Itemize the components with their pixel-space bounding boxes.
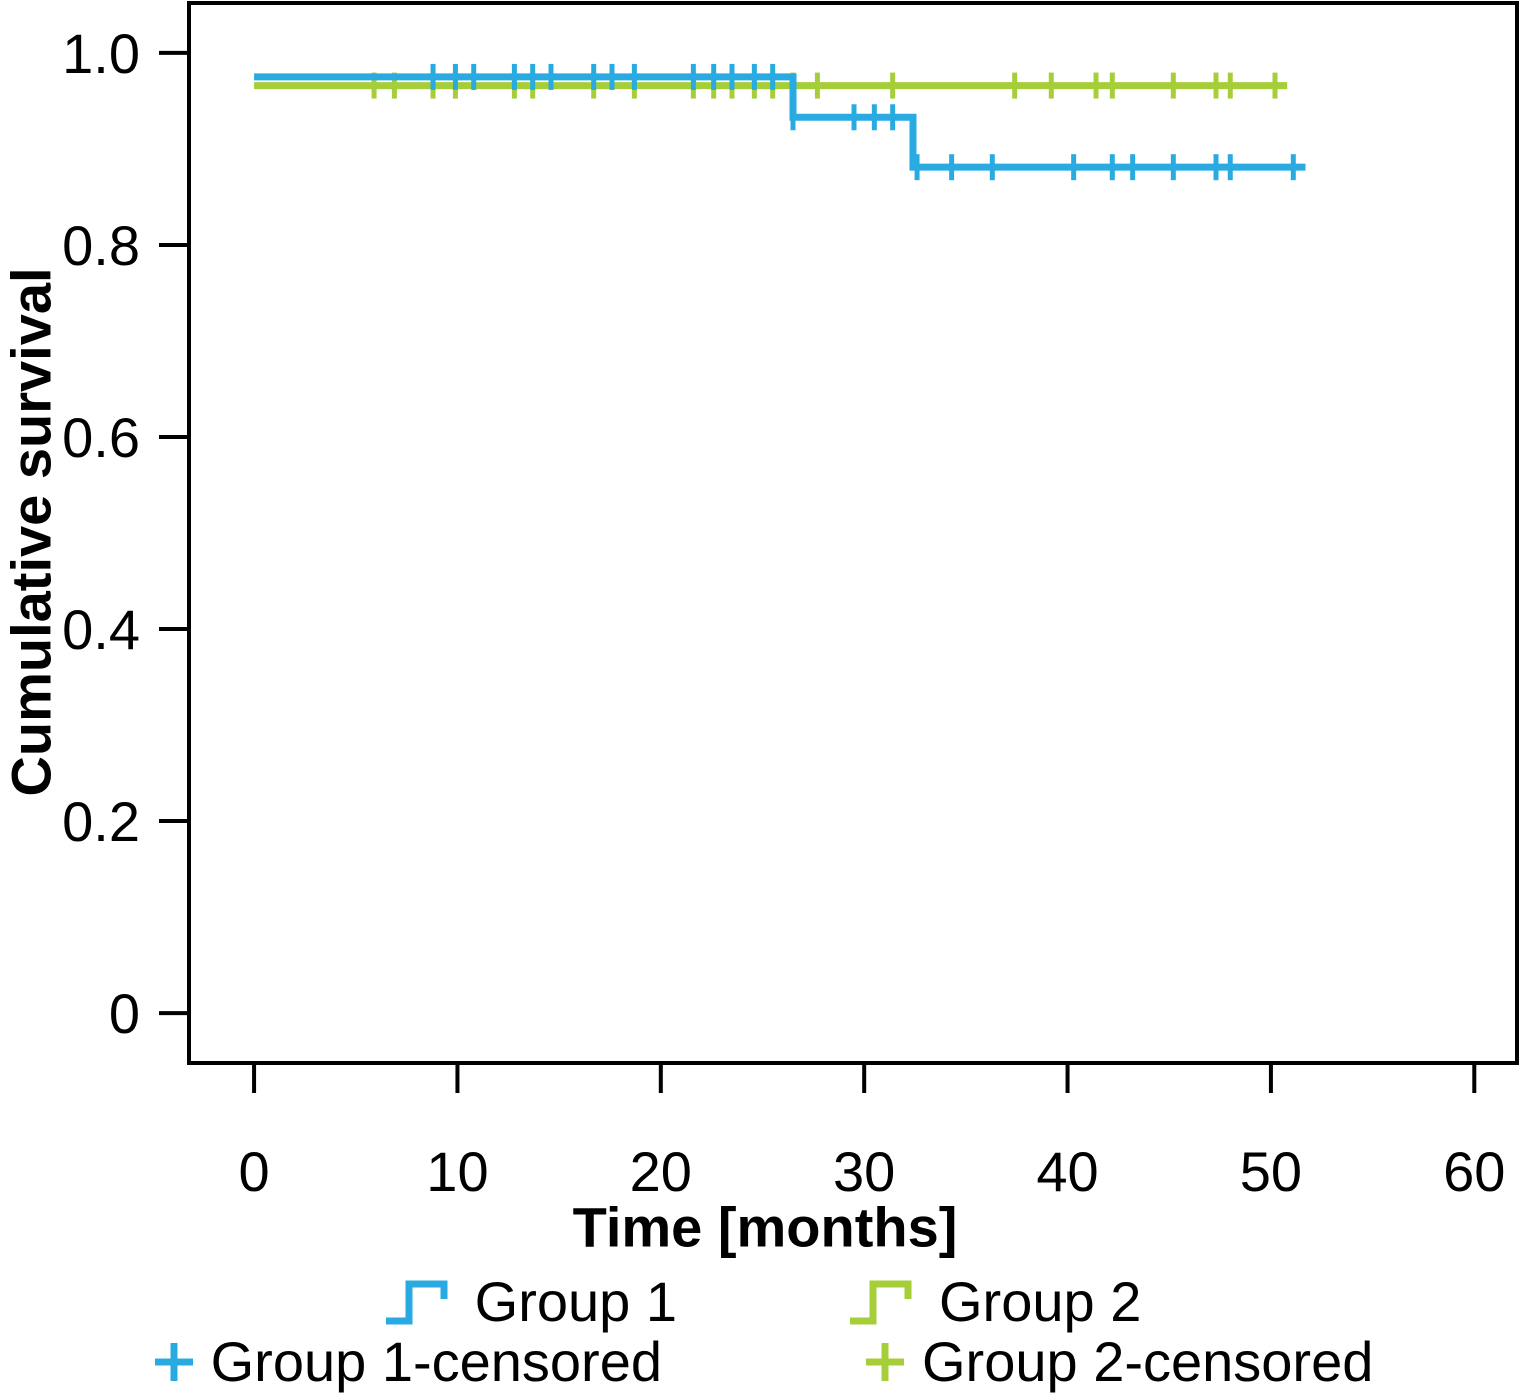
x-tick-label: 0 bbox=[238, 1140, 269, 1203]
x-tick-label: 20 bbox=[630, 1140, 692, 1203]
legend-label-group2-censored: Group 2-censored bbox=[922, 1330, 1374, 1393]
y-tick-label: 0.6 bbox=[62, 406, 140, 469]
x-tick-label: 30 bbox=[833, 1140, 895, 1203]
legend-entry-group2: Group 2 bbox=[847, 1271, 1141, 1333]
legend-label-group2: Group 2 bbox=[939, 1270, 1142, 1333]
x-tick-label: 50 bbox=[1240, 1140, 1302, 1203]
y-axis-title: Cumulative survival bbox=[0, 267, 63, 797]
legend-label-group1-censored: Group 1-censored bbox=[210, 1330, 662, 1393]
survival-curve-group-1 bbox=[254, 73, 1306, 171]
legend-entry-group1: Group 1 bbox=[383, 1271, 677, 1333]
y-tick-label: 0.8 bbox=[62, 214, 140, 277]
step-line-glyph bbox=[385, 1280, 448, 1325]
legend-row-curves: Group 1 Group 2 bbox=[0, 1272, 1524, 1332]
y-tick-label: 1.0 bbox=[62, 22, 140, 85]
x-axis-title: Time [months] bbox=[572, 1195, 958, 1259]
y-tick-label: 0.2 bbox=[62, 790, 140, 853]
legend: Group 1 Group 2 Group 1-censored Grou bbox=[0, 1272, 1524, 1392]
plot-frame bbox=[187, 1, 1519, 1065]
x-tick-label: 60 bbox=[1443, 1140, 1505, 1203]
step-line-glyph bbox=[850, 1280, 912, 1325]
step-line-icon bbox=[850, 1280, 912, 1325]
plus-icon bbox=[154, 1343, 193, 1381]
plus-glyph bbox=[154, 1343, 193, 1381]
step-line-icon bbox=[385, 1280, 448, 1325]
x-tick-label: 40 bbox=[1036, 1140, 1098, 1203]
legend-label-group1: Group 1 bbox=[474, 1270, 677, 1333]
y-tick-label: 0.4 bbox=[62, 598, 140, 661]
plus-glyph bbox=[866, 1343, 904, 1381]
legend-entry-group2-censored: Group 2-censored bbox=[862, 1334, 1373, 1390]
x-tick-label: 10 bbox=[426, 1140, 488, 1203]
legend-entry-group1-censored: Group 1-censored bbox=[151, 1334, 662, 1390]
y-tick-label: 0 bbox=[109, 982, 140, 1045]
plus-icon bbox=[866, 1343, 904, 1381]
legend-row-censored: Group 1-censored Group 2-censored bbox=[0, 1332, 1524, 1392]
